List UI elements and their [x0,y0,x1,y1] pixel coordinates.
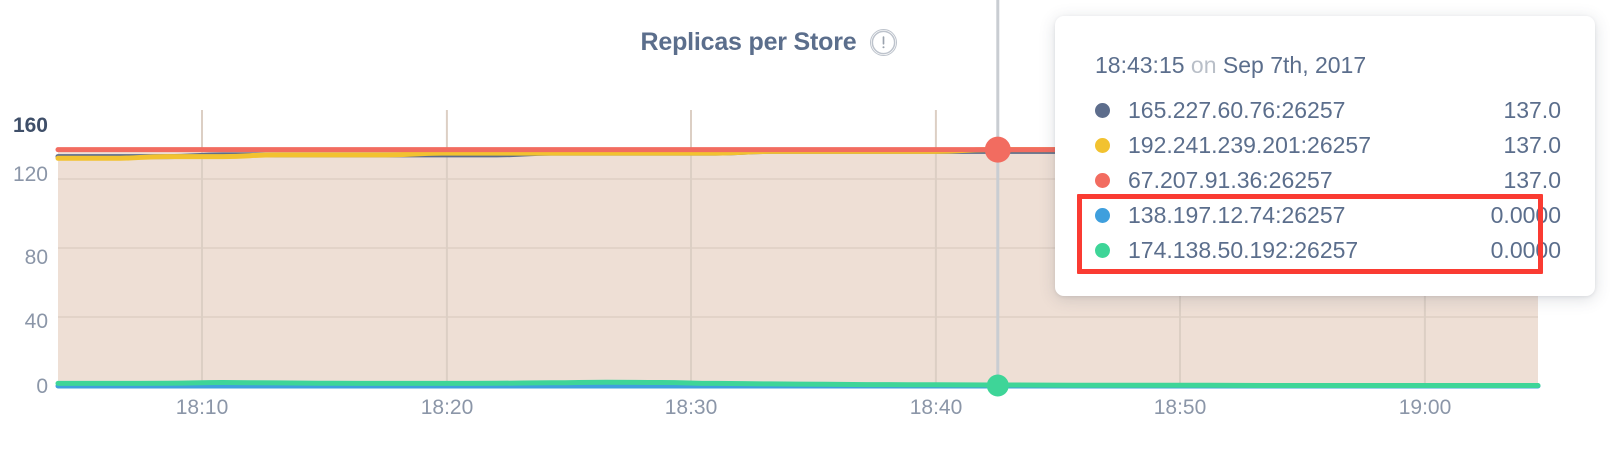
y-tick-label: 80 [24,246,48,269]
y-tick-label: 0 [36,375,48,398]
x-axis: 18:10 18:20 18:30 18:40 18:50 19:00 [58,396,1538,432]
series-color-dot [1095,208,1110,223]
x-tick-label: 18:10 [175,396,229,419]
y-tick-label: 160 [12,114,48,137]
x-tick-label: 19:00 [1398,396,1452,419]
tooltip-series-row: 67.207.91.36:26257 137.0 [1089,163,1561,198]
series-value: 0.0000 [1490,202,1561,228]
tooltip-date: Sep 7th, 2017 [1222,52,1367,78]
hover-tooltip: 18:43:15 on Sep 7th, 2017 165.227.60.76:… [1055,16,1595,296]
series-label: 192.241.239.201:26257 [1128,132,1372,158]
series-color-dot [1095,243,1110,258]
tooltip-series-list: 165.227.60.76:26257 137.0 192.241.239.201:… [1077,93,1561,274]
x-tick-label: 18:50 [1153,396,1207,419]
tooltip-series-row: 165.227.60.76:26257 137.0 [1089,93,1561,128]
tooltip-series-row: 174.138.50.192:26257 0.0000 [1089,233,1561,268]
x-tick-label: 18:40 [909,396,963,419]
series-value: 137.0 [1503,167,1561,193]
series-color-dot [1095,173,1110,188]
series-label: 138.197.12.74:26257 [1128,202,1346,228]
tooltip-timestamp: 18:43:15 on Sep 7th, 2017 [1089,52,1561,79]
x-tick-label: 18:20 [420,396,474,419]
y-tick-label: 120 [12,163,48,186]
x-tick-label: 18:30 [664,396,718,419]
series-color-dot [1095,103,1110,118]
tooltip-series-row: 138.197.12.74:26257 0.0000 [1089,198,1561,233]
series-value: 0.0000 [1490,237,1561,263]
tooltip-series-row: 192.241.239.201:26257 137.0 [1089,128,1561,163]
series-value: 137.0 [1503,97,1561,123]
series-label: 67.207.91.36:26257 [1128,167,1333,193]
tooltip-time: 18:43:15 [1095,52,1185,78]
series-color-dot [1095,138,1110,153]
tooltip-separator: on [1190,52,1217,78]
series-value: 137.0 [1503,132,1561,158]
y-tick-label: 40 [24,310,48,333]
series-label: 174.138.50.192:26257 [1128,237,1359,263]
series-label: 165.227.60.76:26257 [1128,97,1346,123]
y-axis: 160 120 80 40 0 [0,0,58,473]
